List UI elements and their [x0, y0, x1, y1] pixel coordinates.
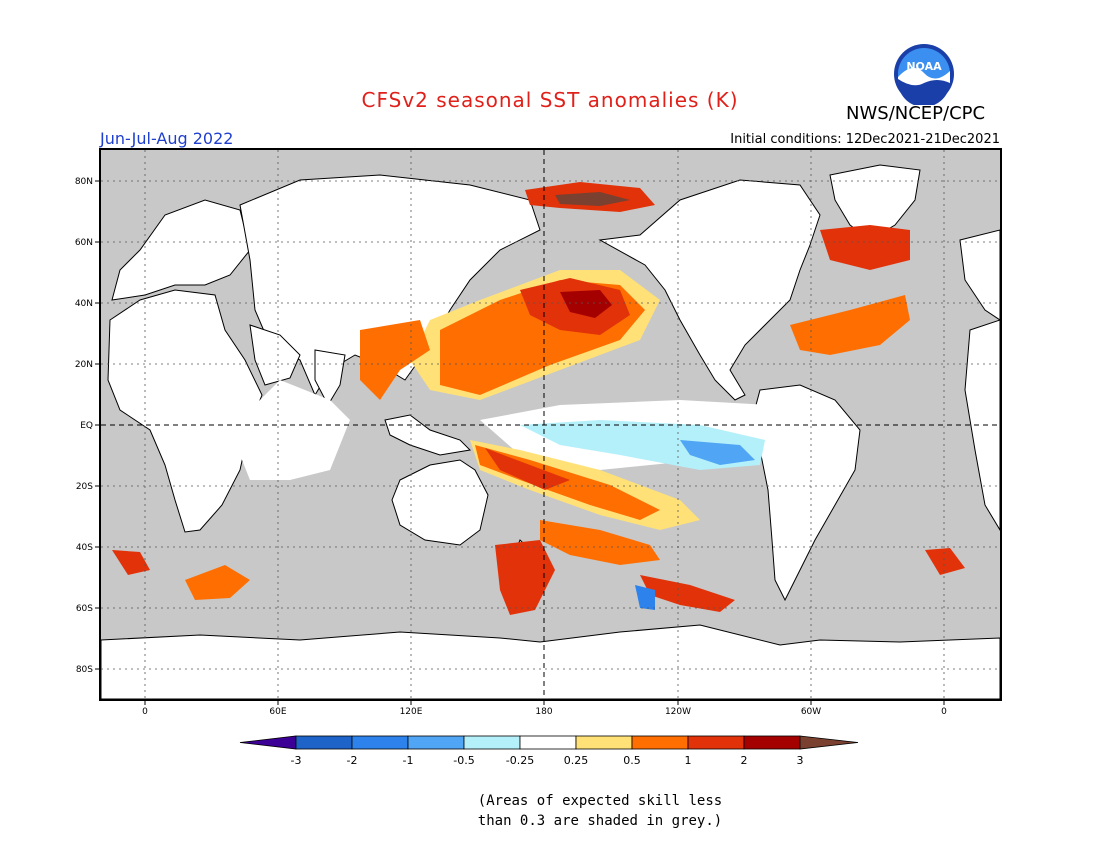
anomaly-shading [112, 182, 965, 615]
equatorial-pacific-cool-core [680, 440, 755, 465]
lon-axis: 0 60E 120E 180 120W 60W 0 [142, 700, 947, 717]
south-indian-warm [185, 565, 250, 600]
colorbar-swatch [743, 735, 801, 750]
colorbar-arrow-low [239, 735, 297, 750]
africa-wrap-landmass [964, 319, 1000, 531]
colorbar-swatch [687, 735, 745, 750]
labrador-warm [820, 225, 910, 270]
colorbar-swatch [463, 735, 521, 750]
south-pacific-warm-outer [470, 440, 700, 530]
se-asia-islands [384, 414, 472, 456]
south-pacific-warm-core [485, 448, 570, 490]
lat-label-80s: 80S [76, 665, 93, 675]
greenland-landmass [829, 164, 921, 241]
europe-wrap-landmass [959, 229, 1000, 321]
reference-lines [101, 150, 1000, 699]
colorbar-swatch [575, 735, 633, 750]
lon-label-60w: 60W [801, 707, 821, 717]
lon-label-60e: 60E [269, 707, 286, 717]
colorbar-label-m025: -0.25 [506, 754, 534, 767]
colorbar-label-1: 1 [685, 754, 692, 767]
europe-landmass [111, 199, 251, 301]
australia-landmass [391, 459, 489, 546]
graticule [101, 150, 1000, 699]
noaa-logo: NOAA [894, 44, 954, 105]
lat-label-80n: 80N [75, 177, 93, 187]
colorbar [239, 735, 859, 750]
colorbar-label-m3: -3 [291, 754, 302, 767]
colorbar-labels: -3 -2 -1 -0.5 -0.25 0.25 0.5 1 2 3 [291, 754, 804, 767]
southern-ocean-warm [640, 575, 735, 612]
south-atlantic-wrap-warm [925, 548, 965, 575]
lon-label-120w: 120W [665, 707, 691, 717]
colorbar-swatch [295, 735, 353, 750]
north-pacific-warm-outer [410, 270, 660, 400]
lat-label-40s: 40S [76, 543, 93, 553]
north-america-landmass [598, 179, 821, 401]
footnote-line-1: (Areas of expected skill less [477, 793, 723, 809]
lat-label-60s: 60S [76, 604, 93, 614]
asia-landmass [239, 174, 541, 397]
lat-label-40n: 40N [75, 299, 93, 309]
south-pacific-warm-mid [475, 445, 660, 520]
south-america-landmass [751, 384, 861, 602]
colorbar-label-m1: -1 [403, 754, 414, 767]
logo-text: NOAA [906, 60, 942, 73]
forecast-period: Jun-Jul-Aug 2022 [100, 129, 234, 148]
footnote: (Areas of expected skill less than 0.3 a… [400, 791, 800, 831]
map-background [101, 150, 1000, 699]
lat-axis: 80N 60N 40N 20N EQ 20S 40S 60S 80S [75, 177, 100, 675]
equatorial-pacific-neutral [480, 400, 775, 470]
chart-title: CFSv2 seasonal SST anomalies (K) [361, 88, 739, 112]
bering-warm-peak [555, 192, 630, 206]
north-pacific-warm-peak [560, 290, 612, 318]
initial-conditions: Initial conditions: 12Dec2021-21Dec2021 [730, 132, 1000, 147]
africa-landmass [107, 289, 263, 533]
southern-ocean-cool [635, 585, 655, 610]
lat-label-eq: EQ [80, 421, 93, 431]
south-atlantic-warm [112, 550, 150, 575]
north-pacific-warm-core [520, 278, 630, 335]
map-frame [99, 148, 1002, 701]
footnote-line-2: than 0.3 are shaded in grey.) [477, 813, 723, 829]
lon-label-120e: 120E [400, 707, 423, 717]
lat-label-20s: 20S [76, 482, 93, 492]
equatorial-pacific-cool [520, 420, 765, 470]
north-atlantic-warm [790, 295, 910, 355]
colorbar-swatch [519, 735, 577, 750]
indian-ocean-neutral [230, 380, 350, 480]
lat-label-60n: 60N [75, 238, 93, 248]
colorbar-label-m05: -0.5 [453, 754, 474, 767]
colorbar-swatch [407, 735, 465, 750]
colorbar-swatch [631, 735, 689, 750]
colorbar-label-3: 3 [797, 754, 804, 767]
tasman-warm [495, 540, 555, 615]
new-zealand [511, 539, 529, 573]
west-pacific-warm [360, 320, 430, 400]
arabia-landmass [249, 324, 301, 386]
lat-label-20n: 20N [75, 360, 93, 370]
lon-label-0: 0 [142, 707, 148, 717]
colorbar-label-m2: -2 [347, 754, 358, 767]
colorbar-label-025: 0.25 [564, 754, 589, 767]
colorbar-label-05: 0.5 [623, 754, 641, 767]
colorbar-arrow-high [799, 735, 859, 750]
organization-label: NWS/NCEP/CPC [846, 103, 986, 124]
land-masses [101, 164, 1000, 699]
antarctica-landmass [101, 624, 1000, 699]
india-landmass [314, 349, 346, 407]
south-pacific-midlat-warm [540, 520, 660, 565]
lon-label-180: 180 [535, 707, 552, 717]
lon-label-0-right: 0 [941, 707, 947, 717]
north-pacific-warm-mid [440, 280, 645, 395]
colorbar-swatch [351, 735, 409, 750]
colorbar-label-2: 2 [741, 754, 748, 767]
bering-warm [525, 182, 655, 212]
